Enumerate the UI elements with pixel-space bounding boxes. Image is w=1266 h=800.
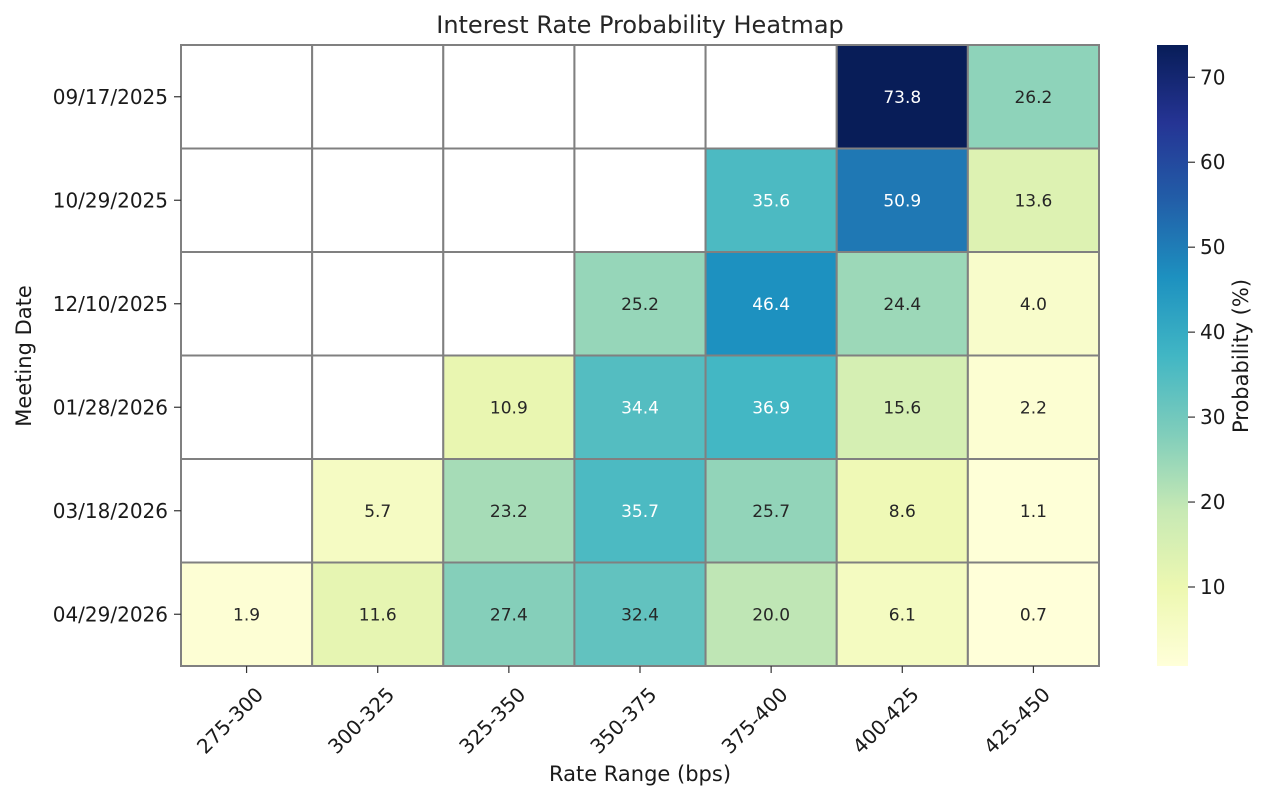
x-tick-label: 325-350	[454, 682, 530, 758]
x-tick-label: 375-400	[717, 682, 793, 758]
colorbar-tick-label: 40	[1200, 320, 1225, 344]
cell-value-label: 36.9	[752, 398, 790, 418]
cell-value-label: 6.1	[889, 605, 916, 625]
heatmap-cell	[442, 561, 576, 667]
heatmap-cell	[180, 251, 314, 357]
colorbar-tick-label: 60	[1200, 150, 1225, 174]
heatmap-cell	[573, 147, 707, 253]
x-axis-title: Rate Range (bps)	[549, 762, 731, 786]
cell-value-label: 32.4	[621, 605, 659, 625]
cell-value-label: 25.2	[621, 295, 659, 315]
heatmap-cell	[966, 561, 1100, 667]
x-axis: 275-300 300-325 325-350 350-375 375-400 400-4…	[192, 666, 1055, 759]
heatmap-cell	[835, 44, 969, 150]
heatmap-cell	[180, 458, 314, 564]
cell-value-label: 23.2	[490, 502, 528, 522]
cell-value-label: 10.9	[490, 398, 528, 418]
cell-value-label: 1.1	[1020, 502, 1047, 522]
heatmap-cell	[442, 44, 576, 150]
y-tick-label: 12/10/2025	[53, 292, 168, 316]
cell-value-label: 27.4	[490, 605, 528, 625]
x-tick-label: 300-325	[323, 682, 399, 758]
colorbar-scale	[1157, 45, 1188, 666]
cell-value-label: 35.6	[752, 191, 790, 211]
cell-value-label: 11.6	[359, 605, 397, 625]
heatmap-cell	[311, 147, 445, 253]
heatmap-cell	[704, 147, 838, 253]
cell-value-label: 13.6	[1014, 191, 1052, 211]
colorbar-tick-label: 10	[1200, 575, 1225, 599]
cell-value-label: 4.0	[1020, 295, 1047, 315]
heatmap-cell	[966, 44, 1100, 150]
x-tick-label: 400-425	[848, 682, 924, 758]
cell-value-label: 20.0	[752, 605, 790, 625]
cell-value-label: 8.6	[889, 502, 916, 522]
heatmap-cell	[180, 147, 314, 253]
heatmap-cell	[966, 458, 1100, 564]
heatmap-cell	[573, 458, 707, 564]
heatmap-cell	[835, 458, 969, 564]
cell-value-label: 35.7	[621, 502, 659, 522]
heatmap-cells: 73.8 26.2 35.6 50.9 13.6 25.2 46.4 24.4 4.0 10.9 3…	[180, 44, 1100, 667]
cell-value-label: 73.8	[883, 88, 921, 108]
heatmap-cell	[180, 44, 314, 150]
colorbar-tick-label: 30	[1200, 405, 1225, 429]
heatmap-cell	[180, 354, 314, 460]
colorbar-tick-label: 20	[1200, 490, 1225, 514]
cell-value-label: 25.7	[752, 502, 790, 522]
heatmap-cell	[311, 561, 445, 667]
heatmap-cell	[835, 251, 969, 357]
cell-value-label: 5.7	[364, 502, 391, 522]
heatmap-cell	[442, 147, 576, 253]
heatmap-cell	[573, 44, 707, 150]
heatmap-cell	[311, 251, 445, 357]
heatmap-cell	[311, 44, 445, 150]
cell-value-label: 15.6	[883, 398, 921, 418]
cell-value-label: 24.4	[883, 295, 921, 315]
heatmap-cell	[573, 251, 707, 357]
x-tick-label: 350-375	[585, 682, 661, 758]
cell-value-label: 26.2	[1014, 88, 1052, 108]
colorbar-title: Probability (%)	[1229, 279, 1253, 433]
y-tick-label: 01/28/2026	[53, 395, 168, 419]
chart-title: Interest Rate Probability Heatmap	[436, 11, 844, 39]
cell-value-label: 1.9	[233, 605, 260, 625]
cell-value-label: 50.9	[883, 191, 921, 211]
colorbar-tick-label: 50	[1200, 235, 1225, 259]
colorbar: 10 20 30 40 50 60 70	[1157, 45, 1225, 666]
y-tick-label: 03/18/2026	[53, 499, 168, 523]
heatmap-cell	[442, 458, 576, 564]
heatmap-cell	[704, 561, 838, 667]
x-tick-label: 275-300	[192, 682, 268, 758]
heatmap-cell	[311, 354, 445, 460]
heatmap-cell	[704, 354, 838, 460]
y-tick-label: 10/29/2025	[53, 188, 168, 212]
cell-value-label: 2.2	[1020, 398, 1047, 418]
heatmap-cell	[704, 44, 838, 150]
heatmap-cell	[966, 354, 1100, 460]
x-tick-label: 425-450	[979, 682, 1055, 758]
y-tick-label: 04/29/2026	[53, 602, 168, 626]
cell-value-label: 0.7	[1020, 605, 1047, 625]
y-tick-label: 09/17/2025	[53, 85, 168, 109]
colorbar-tick-label: 70	[1200, 65, 1225, 89]
y-axis: 09/17/2025 10/29/2025 12/10/2025 01/28/2026…	[53, 85, 181, 626]
heatmap-cell	[442, 354, 576, 460]
heatmap-cell	[442, 251, 576, 357]
cell-value-label: 46.4	[752, 295, 790, 315]
y-axis-title: Meeting Date	[12, 285, 36, 427]
heatmap-cell	[704, 458, 838, 564]
heatmap-cell	[180, 561, 314, 667]
cell-value-label: 34.4	[621, 398, 659, 418]
